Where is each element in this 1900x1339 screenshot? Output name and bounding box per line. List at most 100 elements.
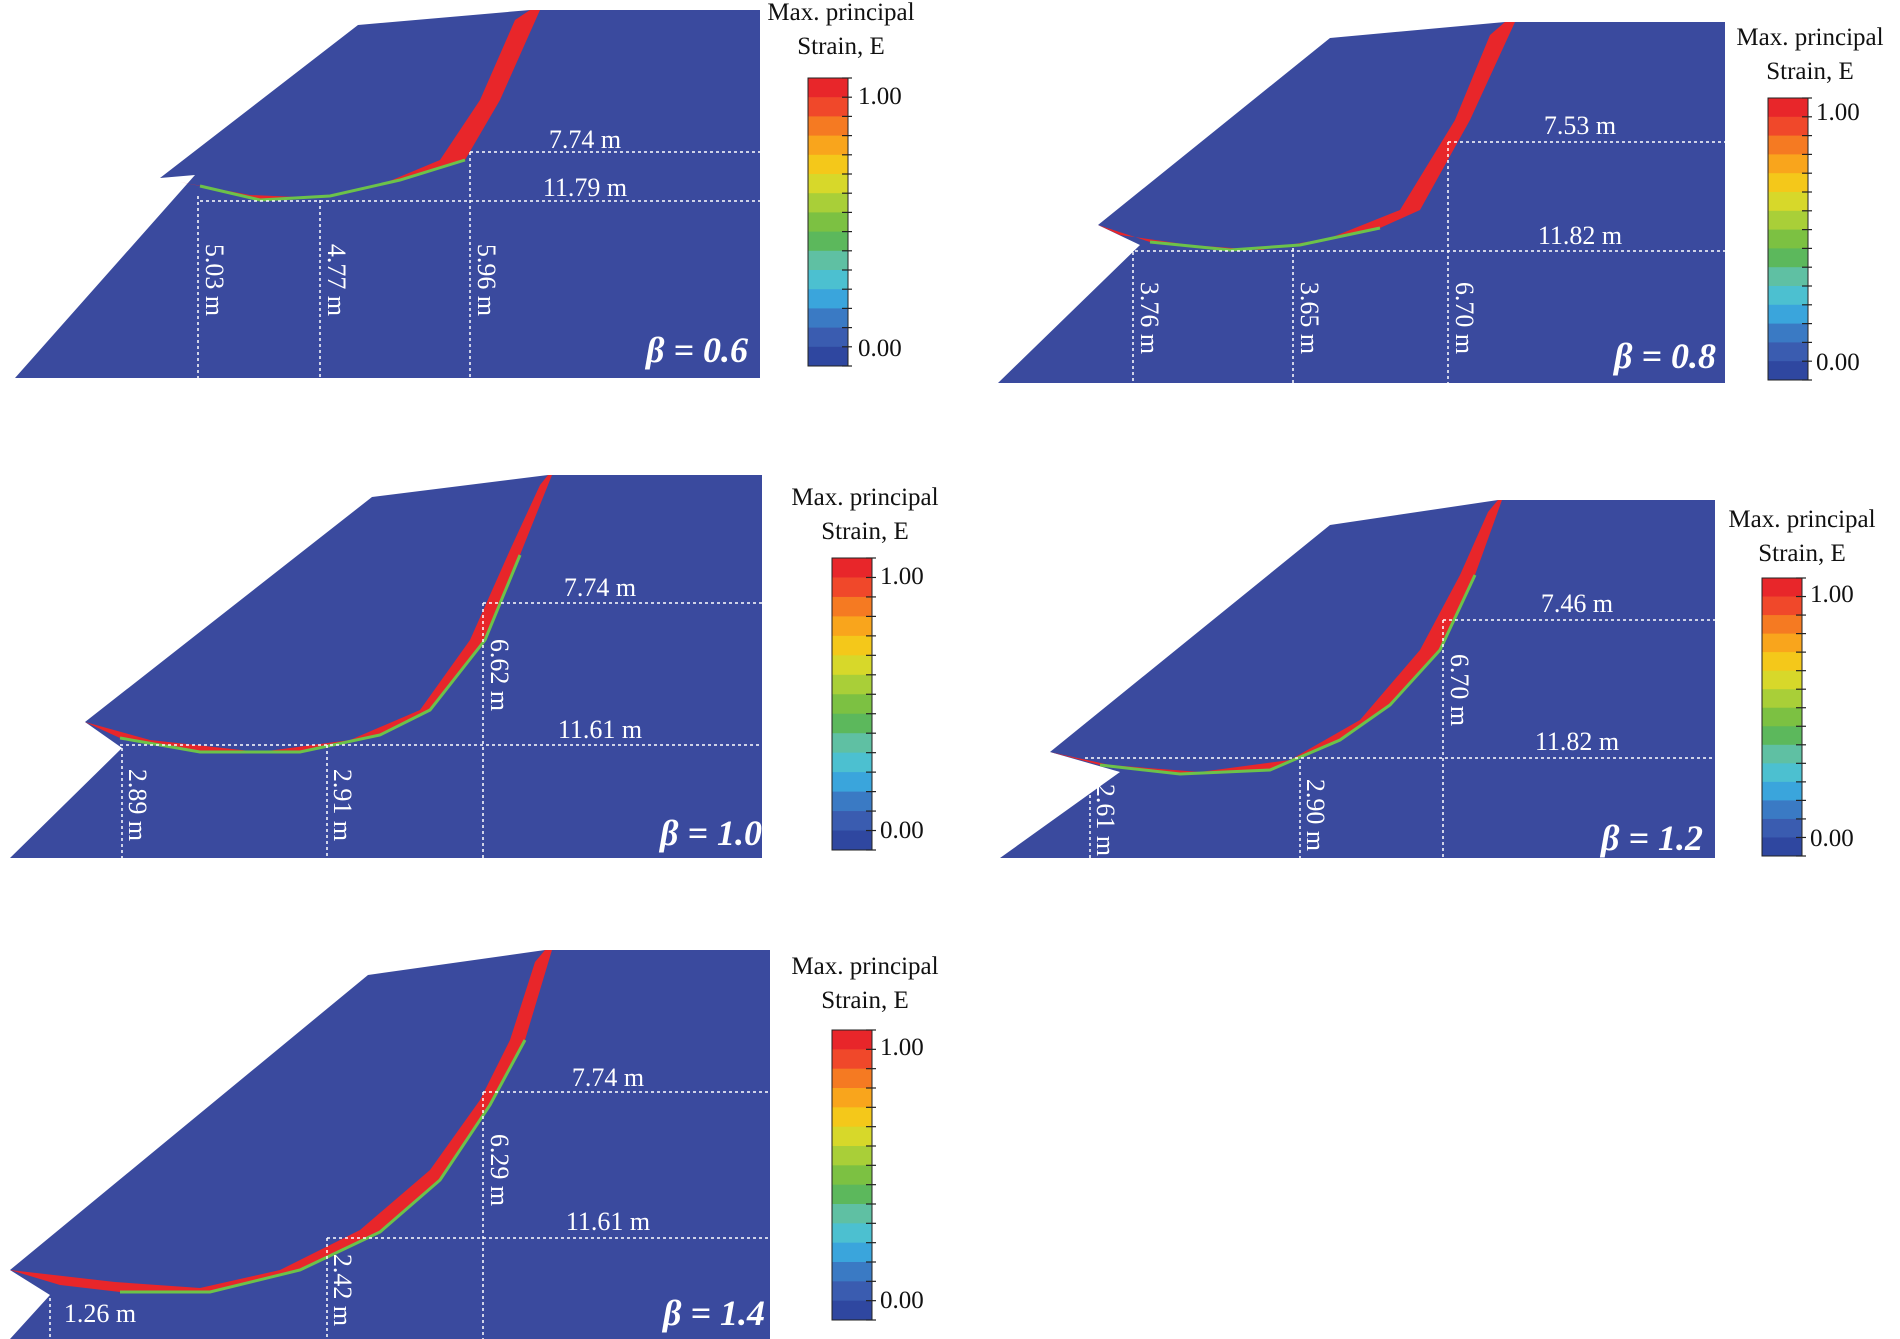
- dim-v-1: 2.61 m: [1091, 784, 1120, 856]
- scale-swatch: [1768, 267, 1808, 287]
- legend-min: 0.00: [880, 817, 924, 844]
- legend-max: 1.00: [858, 83, 902, 110]
- scale-swatch: [832, 577, 872, 598]
- scale-swatch: [832, 752, 872, 773]
- scale-swatch: [1762, 726, 1802, 746]
- legend-max: 1.00: [1810, 581, 1854, 608]
- dim-v-1: 3.76 m: [1135, 282, 1164, 354]
- scale-swatch: [808, 270, 848, 290]
- scale-swatch: [832, 616, 872, 637]
- scale-swatch: [832, 1146, 872, 1166]
- legend-panel-1: Max. principal Strain, E 1.00 0.00: [767, 0, 915, 367]
- scale-swatch: [832, 1281, 872, 1302]
- scale-swatch: [832, 1223, 872, 1244]
- scale-swatch: [832, 1107, 872, 1128]
- dimension-lines: [1132, 141, 1725, 383]
- dim-v-1: 5.03 m: [200, 244, 229, 316]
- scale-swatch: [1762, 689, 1802, 709]
- scale-swatch: [1768, 323, 1808, 343]
- dim-h-1: 7.74 m: [564, 573, 636, 602]
- panel-beta-1-2: 7.46 m 11.82 m 2.61 m 2.90 m 6.70 m β = …: [1000, 500, 1715, 858]
- scale-swatch: [1768, 98, 1808, 118]
- scale-border: [831, 557, 873, 851]
- legend-title-2: Strain, E: [821, 518, 909, 545]
- dim-v-2: 2.90 m: [1301, 779, 1330, 851]
- scale-border: [807, 77, 849, 367]
- scale-swatch: [832, 713, 872, 734]
- dim-v-3: 6.70 m: [1445, 654, 1474, 726]
- scale-swatch: [1762, 744, 1802, 764]
- legend-min: 0.00: [1810, 825, 1854, 852]
- scale-swatch: [1762, 707, 1802, 727]
- scale-swatch: [1762, 615, 1802, 635]
- scale-swatch: [832, 1088, 872, 1108]
- shear-band-edge: [120, 1039, 527, 1294]
- dim-v-3: 6.70 m: [1450, 282, 1479, 354]
- legend-title-1: Max. principal: [791, 484, 938, 511]
- scale-swatch: [1768, 248, 1808, 268]
- legend-panel-4: Max. principal Strain, E 1.00 0.00: [1728, 506, 1876, 857]
- scale-swatch: [832, 830, 872, 851]
- scale-swatch: [832, 733, 872, 754]
- panel-beta-0-8: 7.53 m 11.82 m 3.76 m 3.65 m 6.70 m β = …: [998, 22, 1725, 383]
- dimension-lines: [49, 1091, 770, 1339]
- scale-swatch: [808, 231, 848, 252]
- legend-title-1: Max. principal: [1728, 506, 1875, 533]
- scale-swatch: [832, 1049, 872, 1070]
- dim-h-2: 11.61 m: [566, 1207, 650, 1236]
- scale-swatch: [832, 811, 872, 832]
- legend-panel-2: Max. principal Strain, E 1.00 0.00: [1736, 24, 1884, 381]
- slope-body: [10, 950, 770, 1339]
- scale-swatch: [1768, 154, 1808, 174]
- scale-swatch: [1762, 818, 1802, 838]
- panel-beta-1-0: 7.74 m 11.61 m 2.89 m 2.91 m 6.62 m β = …: [10, 475, 762, 858]
- scale-swatch: [808, 346, 848, 367]
- dim-h-1: 7.53 m: [1544, 111, 1616, 140]
- dim-v-2: 2.91 m: [328, 769, 357, 841]
- scale-swatch: [832, 772, 872, 793]
- scale-swatch: [808, 78, 848, 98]
- scale-swatch: [832, 1184, 872, 1205]
- scale-swatch: [1768, 229, 1808, 249]
- scale-swatch: [832, 694, 872, 715]
- legend-title-1: Max. principal: [767, 0, 914, 26]
- scale-swatch: [808, 308, 848, 329]
- scale-border: [831, 1029, 873, 1321]
- scale-swatch: [832, 635, 872, 656]
- scale-swatch: [808, 193, 848, 213]
- legend-max: 1.00: [880, 563, 924, 590]
- scale-swatch: [832, 1068, 872, 1089]
- legend-min: 0.00: [858, 335, 902, 362]
- dimension-lines: [120, 602, 762, 858]
- beta-label: β = 1.4: [661, 1293, 765, 1333]
- legend-title-1: Max. principal: [791, 953, 938, 980]
- scale-border: [1767, 97, 1809, 381]
- scale-swatch: [1762, 633, 1802, 653]
- panel-beta-1-4: 7.74 m 11.61 m 1.26 m 2.42 m 6.29 m β = …: [10, 950, 770, 1339]
- scale-swatch: [1762, 652, 1802, 672]
- beta-label: β = 0.8: [1612, 336, 1716, 376]
- legend-max: 1.00: [880, 1034, 924, 1061]
- slope-body: [1000, 500, 1715, 858]
- scale-swatch: [808, 174, 848, 194]
- scale-swatch: [808, 289, 848, 309]
- legend-title-2: Strain, E: [1758, 540, 1846, 567]
- dim-h-2: 11.82 m: [1538, 221, 1622, 250]
- scale-swatch: [832, 1262, 872, 1282]
- shear-band: [160, 10, 540, 200]
- shear-band-edge: [1099, 574, 1477, 776]
- scale-swatch: [1762, 763, 1802, 783]
- shear-band: [1098, 22, 1515, 250]
- slope-body: [15, 10, 760, 378]
- legend-title-2: Strain, E: [797, 33, 885, 60]
- scale-swatch: [808, 212, 848, 233]
- dim-v-1: 1.26 m: [64, 1299, 136, 1328]
- scale-swatch: [808, 97, 848, 117]
- dim-v-2: 2.42 m: [328, 1254, 357, 1326]
- scale-swatch: [808, 135, 848, 156]
- scale-swatch: [1768, 173, 1808, 193]
- beta-label: β = 0.6: [644, 330, 748, 370]
- scale-swatch: [1762, 837, 1802, 857]
- legend-title-1: Max. principal: [1736, 24, 1883, 51]
- scale-border: [1761, 577, 1803, 857]
